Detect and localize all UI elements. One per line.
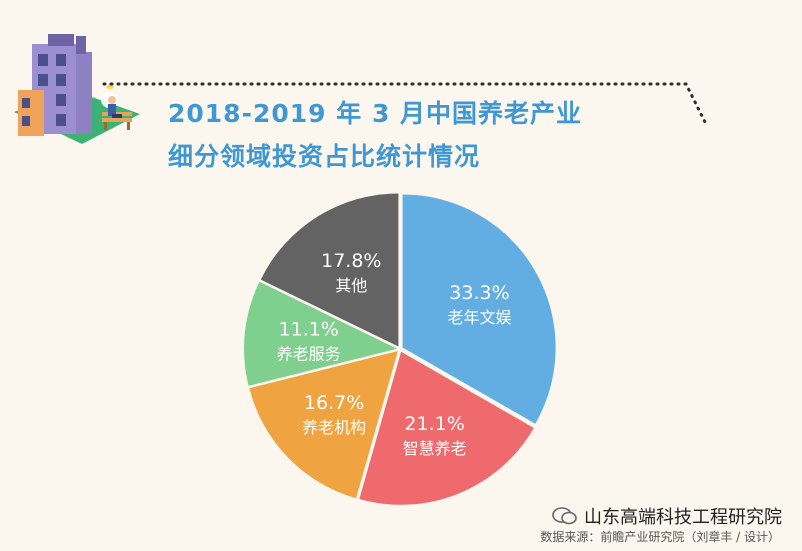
pie-slice xyxy=(402,194,556,424)
slice-category-label: 其他 xyxy=(335,276,367,295)
slice-value-label: 33.3% xyxy=(449,282,509,304)
slice-value-label: 21.1% xyxy=(404,413,464,435)
watermark-text: 山东高端科技工程研究院 xyxy=(584,507,782,528)
slice-category-label: 老年文娱 xyxy=(447,308,511,327)
slice-value-label: 16.7% xyxy=(304,392,364,414)
pie-slice xyxy=(359,351,534,505)
building-illustration-icon xyxy=(14,34,140,144)
chart-title: 2018-2019 年 3 月中国养老产业 xyxy=(168,99,583,128)
slice-category-label: 智慧养老 xyxy=(403,439,467,458)
wechat-icon xyxy=(552,507,577,525)
pie-slice xyxy=(244,281,398,386)
slice-category-label: 养老机构 xyxy=(302,418,366,437)
slice-category-label: 养老服务 xyxy=(277,344,341,363)
data-source: 数据来源：前瞻产业研究院（刘章丰 / 设计） xyxy=(540,530,780,544)
slice-value-label: 11.1% xyxy=(279,318,339,340)
dotted-line-decoration xyxy=(102,82,708,126)
pie-slice xyxy=(249,351,398,499)
pie-slice xyxy=(260,193,399,347)
chart-subtitle: 细分领域投资占比统计情况 xyxy=(168,142,481,171)
watermark: 山东高端科技工程研究院 xyxy=(552,503,782,529)
slice-value-label: 17.8% xyxy=(321,250,381,272)
